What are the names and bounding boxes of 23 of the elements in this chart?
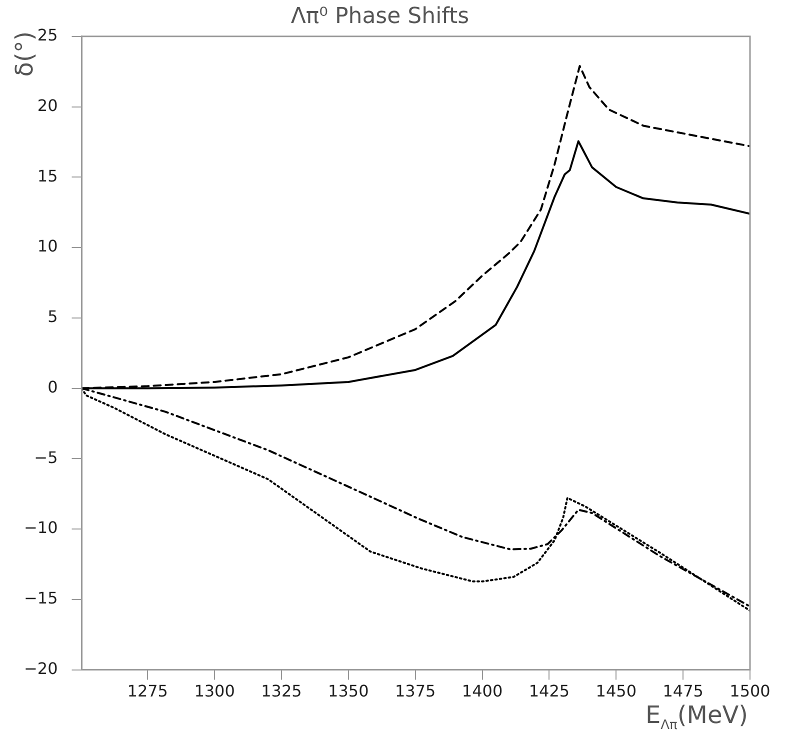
x-tick-label: 1300 [194,682,235,701]
y-tick-label: 5 [48,307,58,326]
y-tick-label: −10 [24,518,58,538]
y-tick-label: 10 [37,236,58,256]
y-axis-title: δ(°) [10,31,39,77]
chart-title: Λπ⁰ Phase Shifts [290,4,470,29]
x-tick-label: 1450 [596,682,636,701]
x-tick-label: 1375 [394,682,436,701]
y-tick-label: 15 [37,166,58,186]
x-axis-title: E$_{Λπ}$(MeV) [645,701,748,733]
x-tick-label: 1325 [261,682,302,701]
x-tick-label: 1425 [528,682,570,701]
y-tick-label: 0 [48,377,58,396]
x-tick-label: 1500 [730,682,770,701]
y-tick-label: 20 [37,96,58,115]
y-tick-label: 25 [37,26,58,45]
x-tick-label: 1350 [328,682,369,701]
y-tick-label: −20 [24,658,58,678]
x-tick-label: 1400 [462,682,503,701]
x-tick-label: 1475 [662,682,704,701]
x-tick-label: 1275 [127,682,168,701]
y-tick-label: −5 [34,448,58,467]
y-tick-label: −15 [24,588,58,608]
